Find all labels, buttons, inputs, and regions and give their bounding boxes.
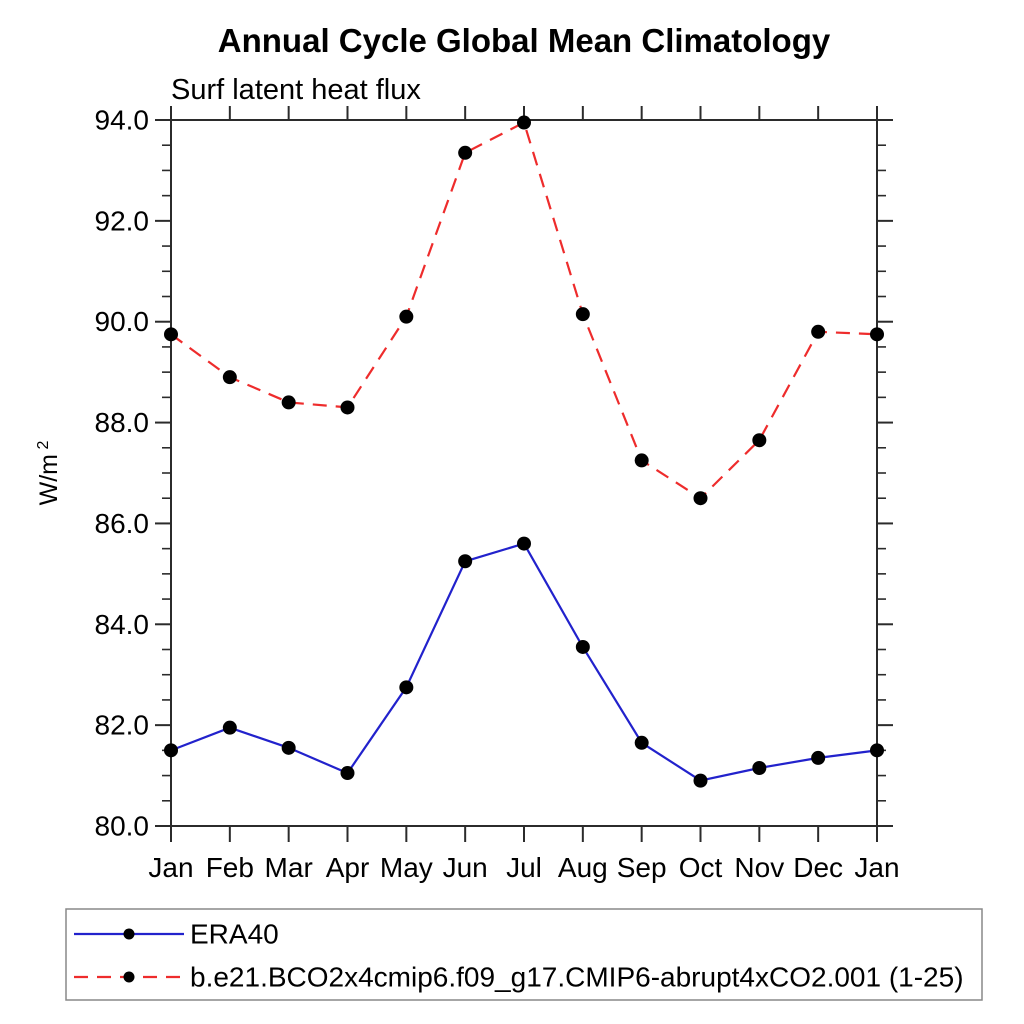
y-tick-label: 90.0 (95, 306, 150, 337)
x-tick-label: Dec (793, 852, 843, 883)
data-point (870, 327, 884, 342)
chart-subtitle: Surf latent heat flux (171, 74, 421, 106)
y-tick-label: 88.0 (95, 407, 150, 438)
y-axis-label: W/m 2 (35, 441, 63, 506)
x-tick-label: Feb (206, 852, 254, 883)
x-tick-label: Jul (506, 852, 542, 883)
x-tick-label: Jan (148, 852, 193, 883)
data-point (693, 491, 708, 506)
data-point (634, 735, 649, 750)
data-point (399, 680, 414, 695)
legend: ERA40 b.e21.BCO2x4cmip6.f09_g17.CMIP6-abr… (65, 908, 983, 1001)
data-point (164, 327, 178, 342)
plot-frame (170, 119, 878, 827)
legend-label: ERA40 (190, 919, 279, 950)
x-tick-label: Nov (734, 852, 784, 883)
chart-title: Annual Cycle Global Mean Climatology (218, 22, 831, 59)
data-point (340, 766, 355, 781)
y-tick-label: 84.0 (95, 609, 150, 640)
data-point (517, 115, 531, 130)
data-point (281, 740, 296, 755)
data-point (458, 554, 473, 569)
data-point (752, 433, 767, 448)
legend-marker (123, 928, 135, 940)
x-tick-label: Jan (854, 852, 899, 883)
x-tick-label: Jun (443, 852, 488, 883)
plot-series (164, 115, 884, 788)
data-point (811, 750, 826, 765)
y-tick-label: 92.0 (95, 205, 150, 236)
data-point (752, 761, 767, 776)
y-tick-label: 82.0 (95, 710, 150, 741)
series-line-b-e21-bco2x4cmip6-f09-g1 (170, 120, 878, 500)
y-tick-label: 94.0 (95, 105, 150, 136)
data-point (399, 309, 414, 324)
y-axis-label-base: W/m (35, 454, 63, 505)
y-tick-label: 80.0 (95, 811, 150, 842)
data-point (575, 639, 590, 654)
legend-marker (123, 971, 135, 983)
legend-label: b.e21.BCO2x4cmip6.f09_g17.CMIP6-abrupt4x… (190, 962, 964, 993)
legend-box (65, 908, 983, 1001)
data-point (281, 395, 296, 410)
data-point (811, 324, 826, 339)
data-point (575, 307, 590, 322)
data-point (164, 743, 178, 758)
data-point (517, 536, 531, 551)
plot-axes: Jan Feb Mar Apr May Jun Jul Aug Sep Oct Nov Dec Jan 8… (95, 105, 900, 884)
x-tick-label: Mar (265, 852, 313, 883)
data-point (634, 453, 649, 468)
x-tick-label: Oct (679, 852, 723, 883)
y-axis-label-exponent: 2 (35, 441, 52, 450)
x-tick-label: Apr (326, 852, 370, 883)
data-point (693, 773, 708, 788)
x-tick-label: Sep (617, 852, 667, 883)
series-line-era40 (170, 542, 878, 782)
x-tick-label: May (380, 852, 433, 883)
data-point (870, 743, 884, 758)
data-point (222, 370, 237, 385)
y-tick-label: 86.0 (95, 508, 150, 539)
data-point (222, 720, 237, 735)
data-point (458, 145, 473, 160)
data-point (340, 400, 355, 415)
x-tick-label: Aug (558, 852, 608, 883)
